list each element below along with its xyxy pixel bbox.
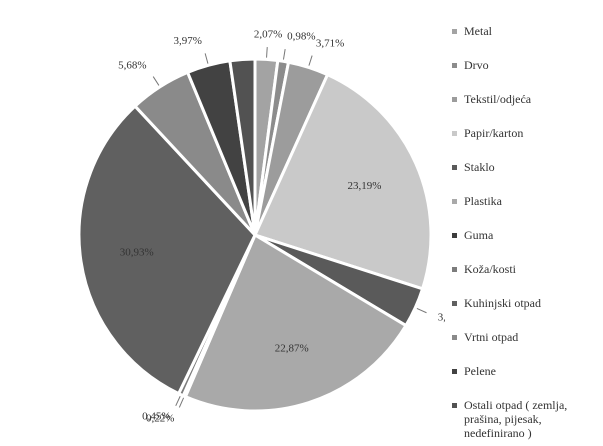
legend-item: Staklo [452, 160, 602, 194]
data-label: 3,65% [438, 311, 445, 323]
data-label: 22,87% [275, 342, 309, 354]
pie-slice [77, 104, 257, 396]
leader-line [282, 49, 286, 60]
data-label: 30,93% [120, 246, 154, 258]
legend-swatch [452, 403, 457, 408]
leader-line [204, 53, 209, 64]
legend-swatch [452, 335, 457, 340]
legend-item: Pelene [452, 364, 602, 398]
legend-swatch [452, 369, 457, 374]
leader-line [152, 76, 160, 86]
legend-label: Papir/karton [464, 126, 524, 140]
data-label: 2,07% [254, 28, 282, 40]
legend-swatch [452, 199, 457, 204]
legend-item: Vrtni otpad [452, 330, 602, 364]
legend-swatch [452, 29, 457, 34]
data-label: 0,45% [142, 411, 170, 423]
legend-swatch [452, 63, 457, 68]
legend-label: Pelene [464, 364, 496, 378]
legend-swatch [452, 97, 457, 102]
leader-line [308, 55, 313, 66]
legend-label: Guma [464, 228, 494, 242]
leader-line [416, 307, 427, 314]
pie-slice [228, 57, 257, 236]
data-label: 5,68% [118, 60, 146, 72]
legend-item: Plastika [452, 194, 602, 228]
data-label: 0,22% [146, 412, 174, 424]
pie-slice [252, 72, 433, 291]
legend-swatch [452, 131, 457, 136]
data-label: 3,97% [173, 35, 201, 47]
legend-label: Tekstil/odjeća [464, 92, 532, 106]
legend-label: Drvo [464, 58, 489, 72]
data-label: 23,19% [347, 180, 381, 192]
legend-item: Ostali otpad ( zemlja, prašina, pijesak,… [452, 398, 602, 440]
legend-label: Plastika [464, 194, 502, 208]
pie-area: 2,07% 0,98%3,71% 23,19% 3,65% 22,87% 0,22%0,4… [77, 28, 445, 424]
legend-item: Drvo [452, 58, 602, 92]
legend-item: Metal [452, 24, 602, 58]
legend: Metal Drvo Tekstil/odjeća Papir/karton Stakl… [452, 24, 602, 440]
data-label: 3,71% [316, 37, 344, 49]
legend-item: Papir/karton [452, 126, 602, 160]
legend-item: Guma [452, 228, 602, 262]
legend-item: Kuhinjski otpad [452, 296, 602, 330]
legend-label: Staklo [464, 160, 495, 174]
data-label: 0,98% [287, 30, 315, 42]
legend-swatch [452, 233, 457, 238]
legend-label: Ostali otpad ( zemlja, prašina, pijesak,… [464, 398, 568, 440]
legend-label: Koža/kosti [464, 262, 516, 276]
pie-slice [183, 232, 408, 413]
legend-item: Tekstil/odjeća [452, 92, 602, 126]
legend-swatch [452, 165, 457, 170]
leader-line [178, 397, 185, 408]
legend-swatch [452, 267, 457, 272]
legend-label: Kuhinjski otpad [464, 296, 541, 310]
legend-label: Metal [464, 24, 492, 38]
legend-label: Vrtni otpad [464, 330, 519, 344]
legend-swatch [452, 301, 457, 306]
leader-line [266, 47, 268, 58]
legend-item: Koža/kosti [452, 262, 602, 296]
leader-line [175, 396, 181, 407]
